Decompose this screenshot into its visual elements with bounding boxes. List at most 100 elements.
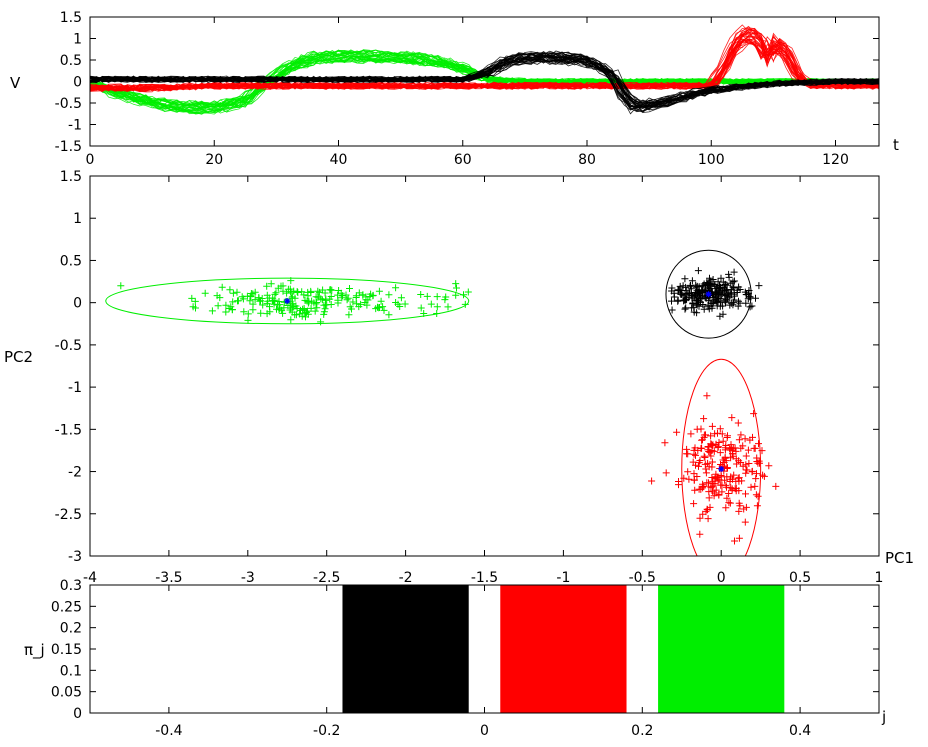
scatter-point [222,308,230,316]
x-tick-label: 100 [698,152,725,168]
scatter-point [759,471,767,479]
waveform-y-axis-label: V [10,74,21,92]
scatter-point [704,459,712,467]
scatter-point [747,483,755,491]
scatter-point [681,275,689,283]
scatter-point [695,462,702,470]
weights-y-ticks: 0.3 0.25 0.2 0.15 0.1 0.05 0 [51,578,879,722]
y-tick-label: 0.3 [60,578,82,594]
scatter-point [696,514,704,522]
scatter-point [723,464,731,472]
scatter-point [696,530,704,538]
scatter-point [750,410,758,418]
scatter-point [283,289,291,297]
y-tick-label: 0.5 [60,253,82,269]
scatter-point [423,292,431,300]
scatter-point [189,303,197,311]
scatter-point [718,488,726,496]
scatter-point [240,308,248,316]
scatter-point [401,300,409,308]
scatter-point [201,289,209,297]
scatter-point [319,286,327,294]
y-tick-label: -1 [68,118,82,134]
scatter-point [729,450,736,458]
scatter-point [688,291,695,299]
scatter-point [461,300,469,308]
scatter-point [255,294,263,302]
scatter-point [708,422,716,430]
scatter-point [188,294,196,302]
y-tick-label: 1.5 [60,169,82,185]
scatter-point [765,462,773,470]
scatter-point [246,297,254,305]
scatter-point [191,297,199,305]
scatter-point [314,293,322,301]
scatter-point [697,425,705,433]
x-tick-label: 0.5 [789,570,811,586]
scatter-point [755,457,763,465]
scatter-point [296,310,304,318]
waveform-trace [90,31,879,92]
scatter-point [727,473,735,481]
scatter-point [722,504,730,512]
scatter-point [709,276,717,283]
scatter-point [670,293,678,301]
scatter-point [730,471,738,479]
scatter-point [738,477,746,485]
scatter-point [674,296,682,304]
scatter-point [718,481,726,489]
scatter-point [752,294,759,302]
scatter-point [661,439,669,447]
scatter-point [263,310,271,318]
scatter-point [326,295,334,303]
scatter-point [736,286,744,293]
scatter-point [689,458,697,466]
scatter-point [279,287,287,295]
waveform-trace [90,27,879,93]
scatter-point [730,268,738,276]
scatter-point [676,282,684,290]
waveform-trace [90,57,879,107]
scatter-point [229,289,237,297]
scatter-point [287,316,295,324]
scatter-point [723,494,731,502]
scatter-point [668,284,676,292]
scatter-point [730,290,738,298]
y-tick-label: -3 [68,549,82,565]
scatter-point [380,306,388,314]
scatter-point [716,283,724,291]
scatter-point [375,287,383,295]
x-tick-label: -0.5 [629,570,656,586]
scatter-point [353,300,361,308]
scatter-point [721,454,729,462]
scatter-point [705,488,713,496]
scatter-point [746,303,754,311]
scatter-point [680,296,688,304]
pca-x-axis-label: PC1 [885,549,914,567]
scatter-point [691,292,699,300]
weight-bar [500,585,627,713]
scatter-point [233,288,241,296]
scatter-point [357,300,365,308]
scatter-point [692,451,699,459]
scatter-point [304,288,312,296]
scatter-point [249,300,257,308]
scatter-point [222,301,230,309]
scatter-point [342,291,350,299]
y-tick-label: 0 [73,706,82,722]
scatter-point [746,436,754,444]
y-tick-label: 1 [73,211,82,227]
waveform-y-ticks: 1.5 1 0.5 0 -0.5 -1 -1.5 [55,10,879,155]
y-tick-label: 0.1 [60,663,82,679]
scatter-point [700,482,708,490]
scatter-point [305,298,313,306]
scatter-point [741,518,749,526]
scatter-point [720,459,728,466]
scatter-point [717,274,725,282]
scatter-point [313,304,321,312]
scatter-point [303,297,311,305]
scatter-point [752,475,760,483]
scatter-point [705,494,713,502]
scatter-point [701,287,709,295]
scatter-point [379,303,387,311]
